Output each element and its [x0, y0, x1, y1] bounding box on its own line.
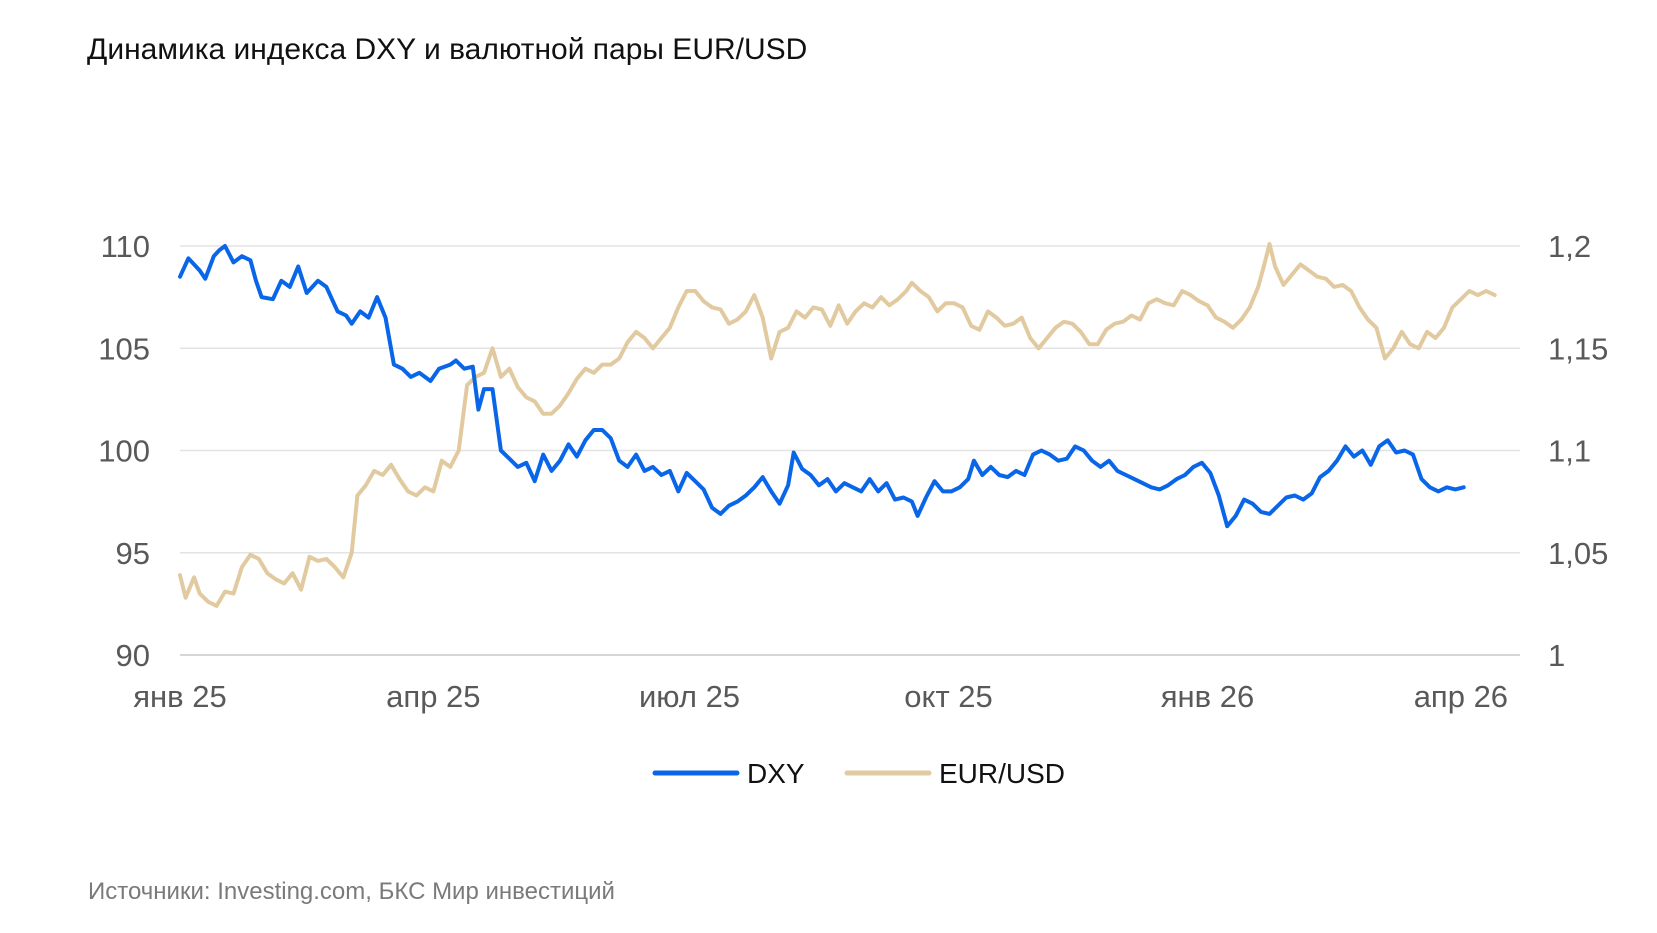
legend: DXY EUR/USD: [652, 758, 1065, 789]
x-tick-label: окт 25: [904, 679, 992, 714]
x-tick-label: янв 25: [133, 679, 226, 714]
legend-label-dxy: DXY: [747, 758, 805, 789]
y-left-tick-label: 110: [101, 229, 150, 264]
y-left-tick-label: 95: [116, 536, 150, 571]
axis-ticks: 110 1,2 105 1,15 100 1,1 95 1,05 90 1 янв 25 апр 25…: [98, 229, 1608, 714]
series-line-dxy: [178, 244, 1466, 529]
y-right-tick-label: 1,2: [1548, 229, 1591, 264]
series-line-eurusd: [178, 242, 1497, 608]
chart-title: Динамика индекса DXY и валютной пары EUR…: [87, 33, 808, 66]
series-lines: [178, 242, 1497, 608]
y-right-tick-label: 1,15: [1548, 331, 1608, 366]
gridlines: [180, 245, 1520, 656]
legend-label-eurusd: EUR/USD: [939, 758, 1065, 789]
y-left-tick-label: 100: [98, 434, 150, 469]
y-right-tick-label: 1,1: [1548, 434, 1591, 469]
y-right-tick-label: 1,05: [1548, 536, 1608, 571]
x-tick-label: апр 26: [1414, 679, 1508, 714]
y-left-tick-label: 90: [116, 638, 150, 673]
y-left-tick-label: 105: [98, 331, 150, 366]
x-tick-label: янв 26: [1161, 679, 1254, 714]
source-note: Источники: Investing.com, БКС Мир инвест…: [88, 878, 615, 905]
x-tick-label: июл 25: [639, 679, 740, 714]
x-tick-label: апр 25: [386, 679, 480, 714]
y-right-tick-label: 1: [1548, 638, 1565, 673]
